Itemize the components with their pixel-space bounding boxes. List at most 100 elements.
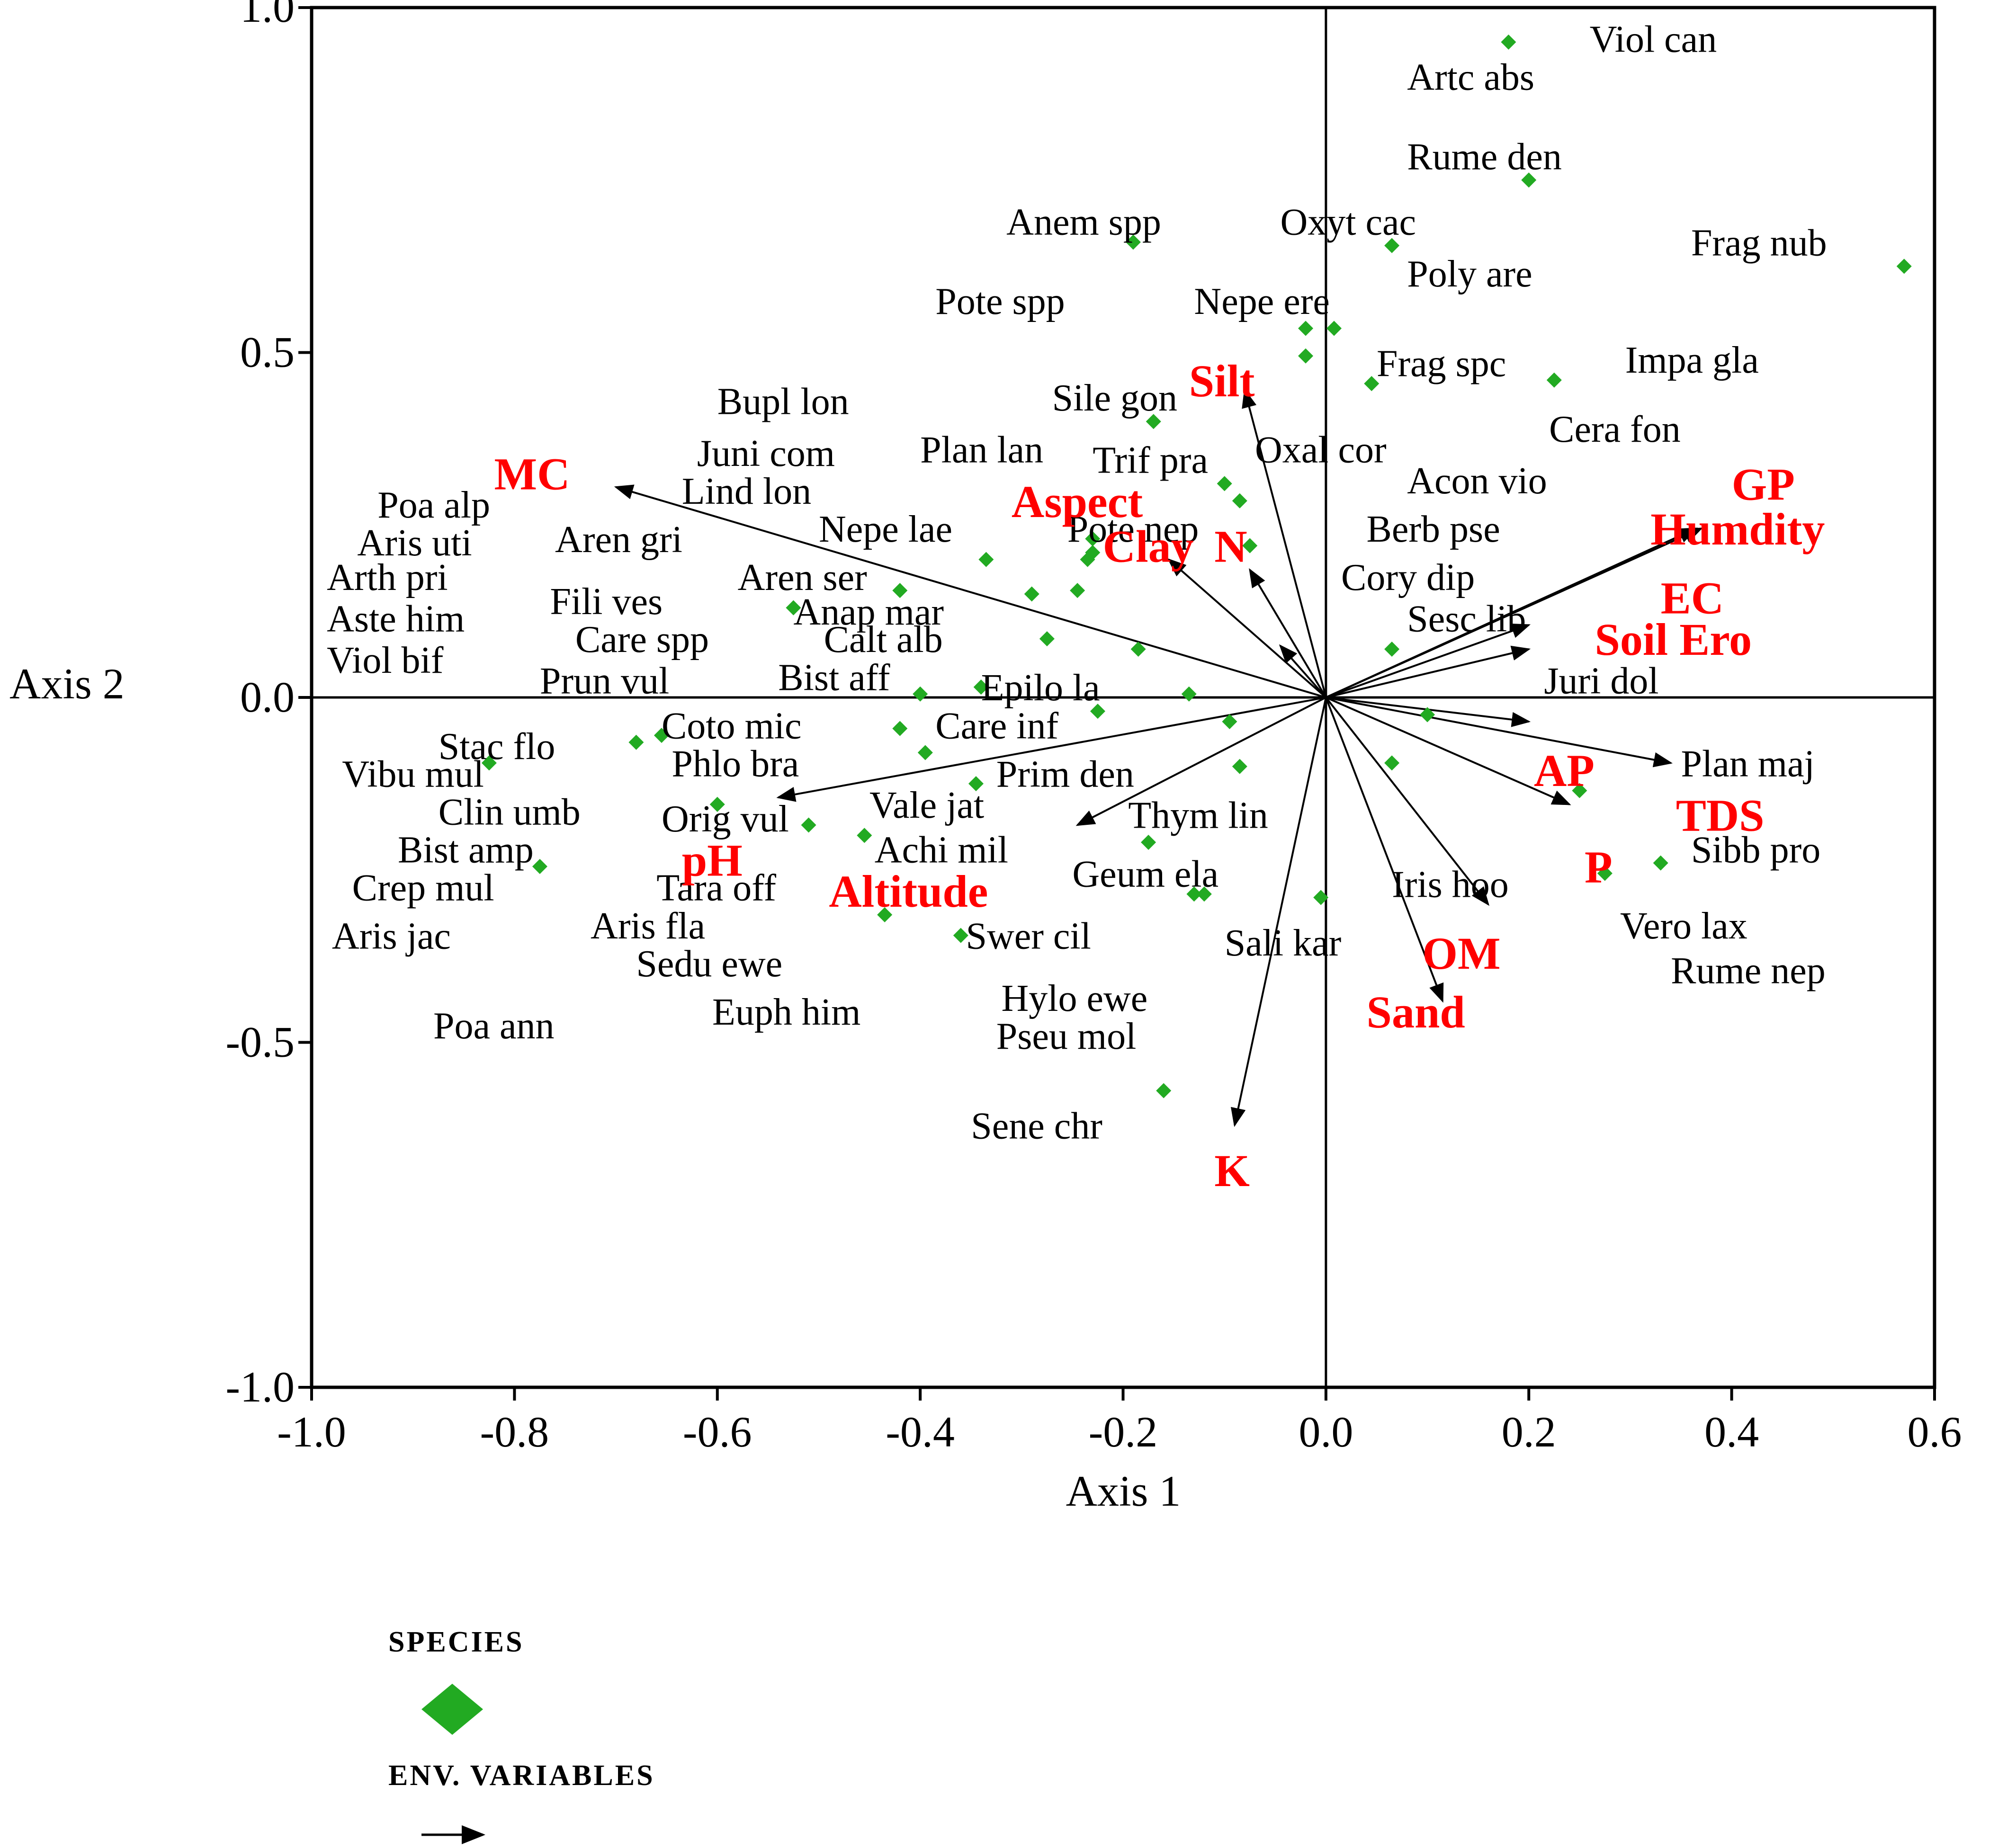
species-label: Sesc lib xyxy=(1407,598,1526,640)
species-label: Poa ann xyxy=(433,1005,555,1047)
species-point xyxy=(1141,834,1156,850)
species-point xyxy=(1546,372,1562,388)
species-labels: Viol can Artc abs Rume den Anem spp Oxyt cac… xyxy=(327,19,1827,1147)
env-label: TDS xyxy=(1676,790,1765,841)
y-tick-label: -0.5 xyxy=(225,1018,295,1066)
species-label: Euph him xyxy=(712,991,860,1033)
species-point xyxy=(1298,321,1314,336)
species-point xyxy=(628,734,644,750)
species-point xyxy=(1146,414,1161,429)
species-point xyxy=(1130,642,1146,657)
species-label: Care spp xyxy=(575,619,709,661)
species-label: Impa gla xyxy=(1625,339,1759,381)
species-point xyxy=(1222,714,1237,729)
species-point xyxy=(1070,583,1085,598)
species-label: Lind lon xyxy=(682,471,811,512)
env-vector-arrow xyxy=(1325,697,1444,1003)
x-tick-label: 0.4 xyxy=(1704,1408,1759,1456)
env-vector-arrow xyxy=(1326,527,1703,698)
species-label: Crep mul xyxy=(352,867,494,909)
species-point xyxy=(1090,704,1105,719)
env-label: Altitude xyxy=(829,866,988,917)
env-vectors xyxy=(614,388,1703,1127)
species-label: Epilo la xyxy=(981,667,1100,709)
species-label: Iris hoo xyxy=(1392,864,1509,905)
species-point xyxy=(1186,886,1202,902)
species-point xyxy=(1232,759,1247,774)
env-label: P xyxy=(1585,842,1613,893)
species-point xyxy=(801,817,816,833)
species-label: Pseu mol xyxy=(996,1016,1137,1057)
env-vector-arrow xyxy=(1249,568,1327,698)
species-label: Viol can xyxy=(1590,19,1717,61)
species-label: Fili ves xyxy=(550,581,663,623)
species-label: Nepe ere xyxy=(1194,281,1329,322)
species-point xyxy=(1896,259,1912,274)
species-label: Berb pse xyxy=(1367,509,1500,550)
species-label: Calt alb xyxy=(824,619,943,661)
env-vector-arrow xyxy=(1326,624,1531,698)
species-label: Aris fla xyxy=(591,905,705,947)
species-label: Prim den xyxy=(996,753,1134,795)
env-label: AP xyxy=(1534,745,1595,796)
species-point xyxy=(1181,686,1197,702)
species-label: Aste him xyxy=(327,598,465,640)
species-label: Nepe lae xyxy=(819,509,952,550)
species-point xyxy=(1217,476,1232,491)
species-label: Geum ela xyxy=(1072,854,1218,895)
species-label: Vero lax xyxy=(1620,905,1747,947)
x-tick-label: -0.2 xyxy=(1089,1408,1158,1456)
species-label: Rume nep xyxy=(1671,950,1826,992)
species-point xyxy=(1242,538,1258,554)
species-label: Care inf xyxy=(935,705,1058,747)
env-label: Aspect xyxy=(1012,476,1143,527)
species-point xyxy=(913,686,928,702)
x-tick-label: -0.6 xyxy=(683,1408,752,1456)
species-point xyxy=(1085,531,1101,546)
species-label: Juni com xyxy=(697,433,835,474)
env-vector-arrow xyxy=(1326,696,1571,805)
species-label: Oxal cor xyxy=(1255,429,1387,471)
species-label: Aris uti xyxy=(357,522,472,564)
species-label: Tara off xyxy=(656,867,776,909)
env-vector-arrow xyxy=(1279,644,1327,698)
species-label: Poa alp xyxy=(377,484,490,526)
species-point xyxy=(978,552,994,567)
env-label: pH xyxy=(682,835,743,885)
env-vector-arrow xyxy=(776,696,1326,802)
env-label: Sand xyxy=(1367,987,1465,1037)
species-point xyxy=(481,755,497,771)
species-point xyxy=(1364,376,1380,392)
species-point xyxy=(1156,1083,1172,1098)
species-point xyxy=(877,907,893,922)
species-point xyxy=(953,928,968,943)
species-label: Oxyt cac xyxy=(1280,202,1416,243)
species-label: Pote nep xyxy=(1067,509,1199,550)
species-point xyxy=(1572,783,1587,798)
species-point xyxy=(1653,855,1668,871)
species-label: Arth pri xyxy=(327,557,448,598)
env-vector-arrow xyxy=(1242,388,1327,698)
env-vector-arrow xyxy=(1325,696,1490,906)
env-vector-arrow xyxy=(1167,558,1327,698)
env-label: Silt xyxy=(1189,356,1255,406)
species-label: Aren ser xyxy=(738,557,867,598)
species-label: Prun vul xyxy=(540,661,669,702)
species-point xyxy=(1501,34,1516,50)
x-axis-title: Axis 1 xyxy=(1066,1467,1181,1515)
env-vector-arrow xyxy=(1326,696,1673,768)
species-point xyxy=(654,728,669,743)
species-label: Rume den xyxy=(1407,136,1562,178)
env-label: EC xyxy=(1661,573,1724,624)
env-label: GP xyxy=(1732,459,1795,509)
species-label: Pote spp xyxy=(935,281,1065,322)
species-label: Clin umb xyxy=(439,791,581,833)
species-point xyxy=(1298,348,1314,364)
species-points xyxy=(481,34,1912,1098)
legend-env-title: ENV. VARIABLES xyxy=(388,1759,655,1792)
x-tick-label: -0.4 xyxy=(886,1408,955,1456)
x-tick-label: -0.8 xyxy=(480,1408,549,1456)
species-label: Bist amp xyxy=(398,830,534,871)
